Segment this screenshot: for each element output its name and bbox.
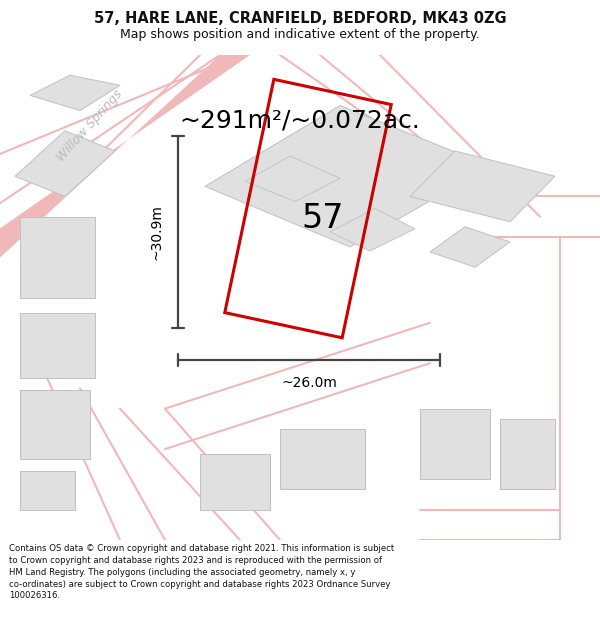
Text: ~26.0m: ~26.0m [281, 376, 337, 390]
Polygon shape [200, 454, 270, 510]
Polygon shape [500, 419, 555, 489]
Polygon shape [280, 429, 365, 489]
Polygon shape [330, 209, 415, 251]
Text: 57, HARE LANE, CRANFIELD, BEDFORD, MK43 0ZG: 57, HARE LANE, CRANFIELD, BEDFORD, MK43 … [94, 11, 506, 26]
Text: ~30.9m: ~30.9m [150, 204, 164, 260]
Polygon shape [0, 55, 250, 262]
Polygon shape [420, 409, 490, 479]
Polygon shape [410, 151, 555, 222]
Polygon shape [20, 312, 95, 378]
Text: Contains OS data © Crown copyright and database right 2021. This information is : Contains OS data © Crown copyright and d… [9, 544, 394, 601]
Text: Map shows position and indicative extent of the property.: Map shows position and indicative extent… [120, 28, 480, 41]
Polygon shape [20, 391, 90, 459]
Text: ~291m²/~0.072ac.: ~291m²/~0.072ac. [179, 109, 421, 132]
Text: 57: 57 [302, 202, 344, 235]
Text: Willow Springs: Willow Springs [55, 88, 125, 164]
Polygon shape [245, 156, 340, 201]
Polygon shape [20, 217, 95, 298]
Polygon shape [430, 227, 510, 268]
Polygon shape [15, 131, 115, 196]
Polygon shape [30, 75, 120, 111]
Polygon shape [20, 471, 75, 510]
Polygon shape [205, 106, 490, 247]
